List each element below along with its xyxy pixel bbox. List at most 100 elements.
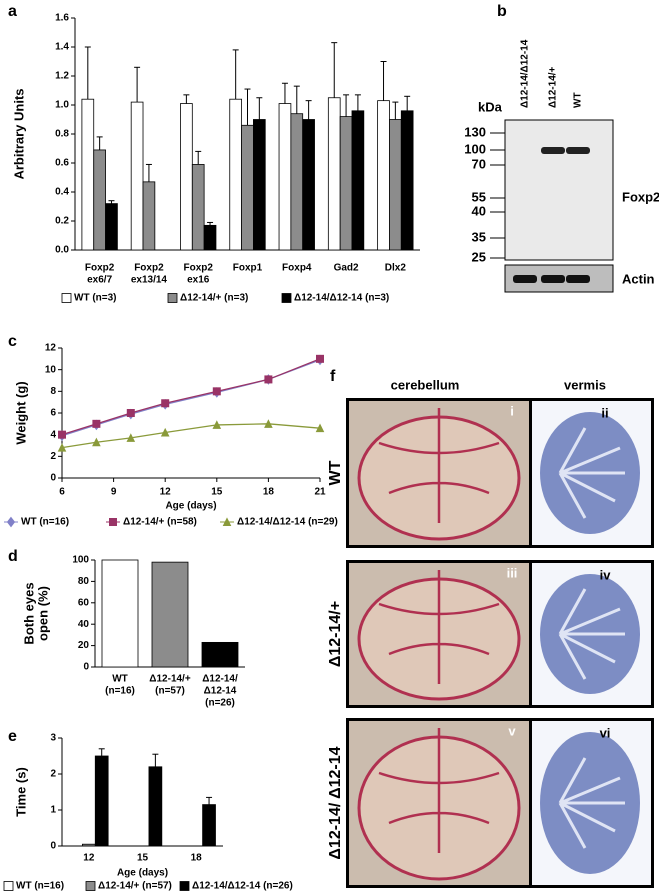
x-tick-label: 18 <box>191 853 203 864</box>
marker-label: 130 <box>464 124 486 139</box>
x-tick-label: (n=16) <box>105 686 135 697</box>
bar <box>389 119 402 251</box>
x-tick-label: 18 <box>263 487 275 498</box>
panel-numeral: v <box>508 723 516 738</box>
x-tick-label: 6 <box>59 487 65 498</box>
bar <box>105 203 118 251</box>
legend-marker <box>6 516 16 528</box>
data-point <box>315 423 325 433</box>
y-tick-label: 8 <box>50 386 56 397</box>
bar <box>93 149 106 251</box>
y-tick-label: 20 <box>78 640 90 651</box>
panel-numeral: iii <box>507 565 518 580</box>
panel-letter: e <box>8 728 17 745</box>
legend-swatch <box>85 881 96 891</box>
panel-letter: d <box>8 548 18 565</box>
y-tick-label: 2 <box>50 769 56 780</box>
x-tick-label: 21 <box>314 487 326 498</box>
bar <box>202 804 216 847</box>
legend-swatch <box>179 881 190 891</box>
vermis-folia <box>558 588 625 680</box>
data-point <box>212 420 222 429</box>
y-tick-label: 4 <box>50 429 56 440</box>
blot-band <box>541 147 565 154</box>
x-tick-label: Foxp1 <box>233 263 263 274</box>
bar <box>130 101 144 251</box>
y-tick-label: 1.0 <box>55 100 69 111</box>
y-tick-label: 0.2 <box>55 216 69 227</box>
y-tick-label: 2 <box>50 451 56 462</box>
y-tick-label: 40 <box>78 619 90 630</box>
marker-label: 25 <box>472 249 486 264</box>
data-point <box>264 375 273 384</box>
legend-label: Δ12-14/Δ12-14 (n=3) <box>294 293 389 304</box>
marker-label: 55 <box>472 189 486 204</box>
blot-band <box>566 275 590 283</box>
legend-label: WT (n=3) <box>74 293 117 304</box>
x-tick-label: ex16 <box>187 275 210 286</box>
y-axis-label: Time (s) <box>13 767 28 817</box>
data-point <box>161 399 170 408</box>
x-tick-label: Foxp2 <box>85 263 115 274</box>
x-tick-label: WT <box>112 674 128 685</box>
blot-band <box>566 147 590 154</box>
y-axis-label: Arbitrary Units <box>11 88 26 179</box>
panel-letter: c <box>8 333 17 350</box>
y-tick-label: 0.4 <box>55 187 69 198</box>
blot-unit: kDa <box>478 99 503 114</box>
data-point <box>264 419 273 428</box>
bar <box>101 559 139 668</box>
x-tick-label: Foxp4 <box>282 263 312 274</box>
legend-swatch <box>3 881 14 891</box>
band-label: Foxp2 <box>622 189 659 204</box>
legend-label: Δ12-14/Δ12-14 (n=29) <box>237 517 338 528</box>
x-tick-label: 9 <box>111 487 117 498</box>
x-tick-label: 15 <box>137 853 149 864</box>
vermis-folia <box>558 427 625 519</box>
y-tick-label: 1.4 <box>55 42 69 53</box>
bar <box>278 103 292 251</box>
blot-band <box>513 275 537 283</box>
panel-numeral: iv <box>600 567 612 582</box>
bar <box>302 119 315 251</box>
legend-marker <box>109 518 117 526</box>
data-point <box>58 430 66 439</box>
marker-label: 40 <box>472 203 486 218</box>
y-tick-label: 1.6 <box>55 13 69 24</box>
row-label: Δ12-14/ Δ12-14 <box>327 746 344 859</box>
band-label: Actin <box>622 271 655 286</box>
panel-numeral: vi <box>600 725 611 740</box>
cerebellum-vessels <box>378 728 500 853</box>
marker-label: 70 <box>472 156 486 171</box>
y-tick-label: 1 <box>50 805 56 816</box>
bar <box>229 98 242 251</box>
data-point <box>57 443 67 452</box>
data-point <box>126 409 135 417</box>
bar <box>400 110 414 251</box>
column-header: cerebellum <box>391 377 460 392</box>
bar <box>241 124 254 251</box>
y-axis-label: Weight (g) <box>13 381 28 444</box>
bar <box>351 110 365 251</box>
panel-letter: a <box>8 3 17 20</box>
x-axis-label: Age (days) <box>165 501 216 512</box>
x-tick-label: Δ12-14/ <box>202 674 238 685</box>
x-tick-label: Foxp2 <box>134 263 164 274</box>
data-point <box>92 419 101 428</box>
bar <box>180 103 193 251</box>
bar <box>94 755 109 847</box>
bar <box>377 100 390 251</box>
legend-label: Δ12-14/+ (n=3) <box>180 293 248 304</box>
legend-label: WT (n=16) <box>21 517 69 528</box>
cerebellum-vessels <box>378 408 500 523</box>
y-tick-label: 80 <box>78 576 90 587</box>
x-tick-label: (n=26) <box>205 698 235 709</box>
lane-label: WT <box>573 92 584 108</box>
y-tick-label: 0.8 <box>55 129 69 140</box>
x-tick-label: 15 <box>211 487 223 498</box>
legend-label: Δ12-14/+ (n=57) <box>98 881 172 892</box>
legend-label: Δ12-14/+ (n=58) <box>123 517 197 528</box>
column-header: vermis <box>564 377 606 392</box>
x-tick-label: (n=57) <box>155 686 185 697</box>
